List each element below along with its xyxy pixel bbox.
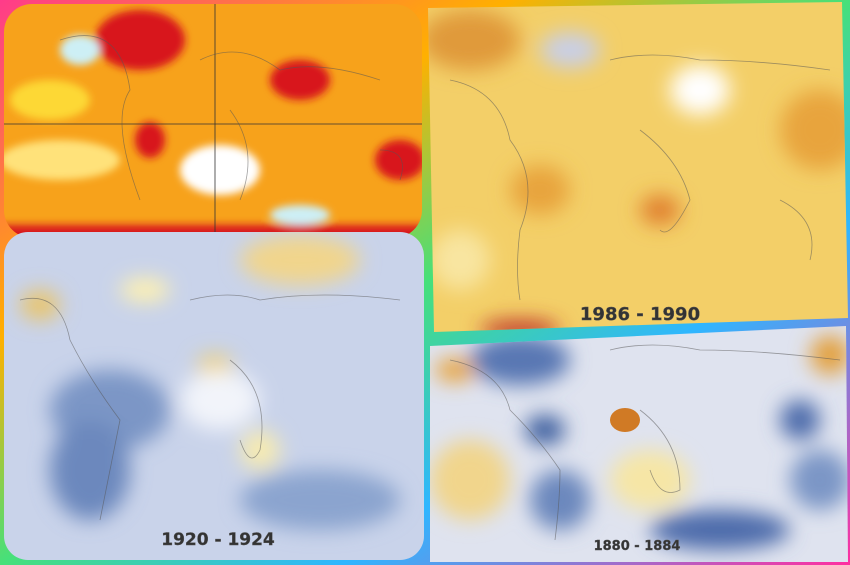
map-1880: 1880 - 1884 (430, 326, 848, 562)
caption: 1880 - 1884 (594, 539, 681, 554)
map-1986: 1986 - 1990 (428, 2, 848, 332)
caption: 1920 - 1924 (161, 530, 275, 550)
map-1920: 1920 - 1924 (4, 232, 424, 560)
caption: 1986 - 1990 (580, 304, 700, 325)
map-recent (4, 4, 422, 238)
